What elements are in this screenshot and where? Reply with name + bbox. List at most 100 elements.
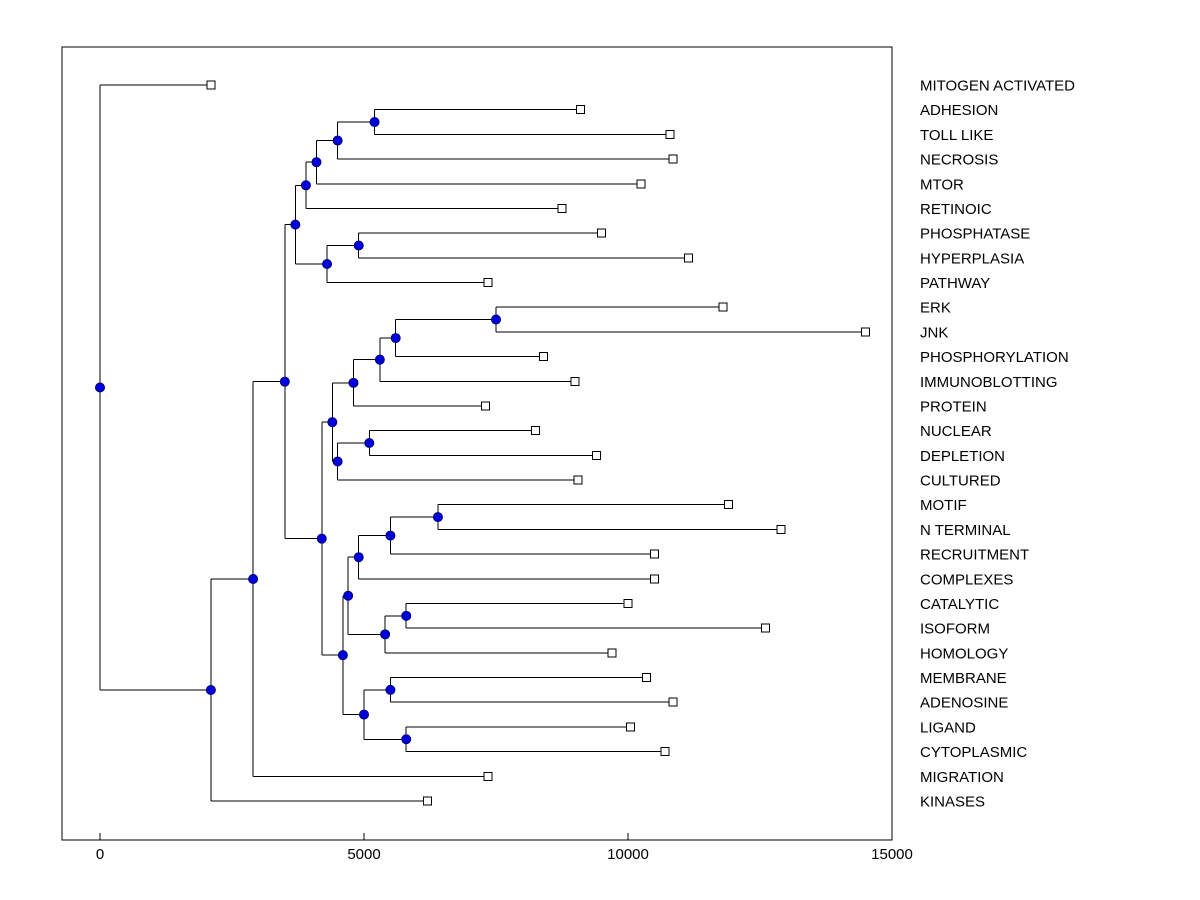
cluster-node-marker xyxy=(385,530,396,541)
cluster-node-marker xyxy=(332,456,343,467)
leaf-marker xyxy=(206,80,216,90)
x-axis-tick-label: 0 xyxy=(96,846,104,863)
cluster-node-marker xyxy=(390,333,401,344)
leaf-label: ADENOSINE xyxy=(920,695,1008,712)
cluster-node-marker xyxy=(364,438,375,448)
leaf-label: TOLL LIKE xyxy=(920,127,993,144)
leaf-marker xyxy=(480,401,490,411)
leaf-marker xyxy=(557,203,567,213)
leaf-marker xyxy=(531,426,541,436)
leaf-label: ISOFORM xyxy=(920,621,990,638)
cluster-node-marker xyxy=(322,259,333,269)
leaf-marker xyxy=(760,623,770,633)
leaf-label: NECROSIS xyxy=(920,152,998,169)
cluster-node-marker xyxy=(337,650,348,661)
leaf-marker xyxy=(597,228,607,238)
cluster-node-marker xyxy=(311,157,322,168)
cluster-node-marker xyxy=(401,610,412,621)
cluster-node-marker xyxy=(327,417,338,428)
cluster-node-marker xyxy=(348,377,359,388)
cluster-node-marker xyxy=(385,684,396,695)
leaf-label: ADHESION xyxy=(920,102,998,119)
leaf-marker xyxy=(665,129,675,139)
leaf-labels: MITOGEN ACTIVATED ADHESION TOLL LIKE NECROS… xyxy=(920,78,1075,811)
leaf-marker xyxy=(668,154,678,164)
leaf-label: CYTOPLASMIC xyxy=(920,744,1027,761)
cluster-node-marker xyxy=(95,382,105,393)
leaf-label: MEMBRANE xyxy=(920,670,1007,687)
tree-lines xyxy=(99,84,866,802)
cluster-node-marker xyxy=(374,354,385,365)
leaf-marker xyxy=(861,327,871,337)
leaf-marker xyxy=(776,524,786,534)
leaf-label: KINASES xyxy=(920,794,985,811)
x-axis: 0 5000 10000 15000 xyxy=(96,833,913,863)
leaf-marker xyxy=(723,500,733,510)
cluster-node-marker xyxy=(380,629,391,640)
plot-box xyxy=(61,46,893,841)
leaf-label: MTOR xyxy=(920,176,964,193)
leaf-label: CULTURED xyxy=(920,473,1001,490)
cluster-node-marker xyxy=(491,314,501,325)
leaf-label: LIGAND xyxy=(920,719,976,736)
cluster-node-marker xyxy=(343,590,354,601)
leaf-label: HOMOLOGY xyxy=(920,645,1008,662)
leaf-label: PROTEIN xyxy=(920,398,987,415)
leaf-marker xyxy=(483,278,493,288)
x-axis-tick-label: 5000 xyxy=(347,846,380,863)
tree-markers xyxy=(95,80,871,806)
leaf-marker xyxy=(607,648,617,658)
x-axis-tick-label: 15000 xyxy=(871,846,913,863)
leaf-marker xyxy=(641,673,651,683)
leaf-label: IMMUNOBLOTTING xyxy=(920,374,1058,391)
leaf-marker xyxy=(649,549,659,559)
x-axis-tick-label: 10000 xyxy=(607,846,649,863)
leaf-marker xyxy=(636,179,646,189)
leaf-label: JNK xyxy=(920,324,948,341)
leaf-marker xyxy=(422,796,432,806)
cluster-node-marker xyxy=(290,219,301,230)
cluster-node-marker xyxy=(205,684,216,695)
leaf-label: HYPERPLASIA xyxy=(920,250,1024,267)
cluster-node-marker xyxy=(401,734,412,745)
leaf-marker xyxy=(573,475,583,485)
leaf-marker xyxy=(575,105,585,115)
leaf-label: CATALYTIC xyxy=(920,596,999,613)
leaf-label: NUCLEAR xyxy=(920,423,992,440)
leaf-marker xyxy=(626,722,636,732)
cluster-node-marker xyxy=(248,573,259,584)
cluster-node-marker xyxy=(359,709,369,720)
plot-box-group xyxy=(61,46,893,841)
leaf-marker xyxy=(539,352,549,362)
leaf-label: PHOSPHATASE xyxy=(920,226,1030,243)
cluster-node-marker xyxy=(300,180,311,191)
leaf-label: RECRUITMENT xyxy=(920,547,1029,564)
cluster-node-marker xyxy=(353,552,364,563)
leaf-label: ERK xyxy=(920,300,951,317)
leaf-label: PHOSPHORYLATION xyxy=(920,349,1069,366)
leaf-label: COMPLEXES xyxy=(920,571,1013,588)
leaf-marker xyxy=(570,376,580,386)
leaf-label: N TERMINAL xyxy=(920,522,1011,539)
leaf-marker xyxy=(483,771,493,781)
leaf-label: MOTIF xyxy=(920,497,967,514)
cluster-node-marker xyxy=(279,376,290,387)
cluster-node-marker xyxy=(353,240,364,251)
leaf-label: PATHWAY xyxy=(920,275,990,292)
leaf-marker xyxy=(684,253,694,263)
cluster-node-marker xyxy=(369,117,380,128)
leaf-label: RETINOIC xyxy=(920,201,992,218)
leaf-marker xyxy=(718,302,728,312)
leaf-marker xyxy=(591,450,601,460)
leaf-label: MIGRATION xyxy=(920,769,1004,786)
leaf-marker xyxy=(623,598,633,608)
leaf-marker xyxy=(660,747,670,757)
cluster-node-marker xyxy=(316,533,327,544)
cluster-node-marker xyxy=(432,512,443,523)
leaf-label: DEPLETION xyxy=(920,448,1005,465)
leaf-marker xyxy=(649,574,659,584)
cluster-node-marker xyxy=(332,135,343,146)
leaf-label: MITOGEN ACTIVATED xyxy=(920,78,1075,95)
